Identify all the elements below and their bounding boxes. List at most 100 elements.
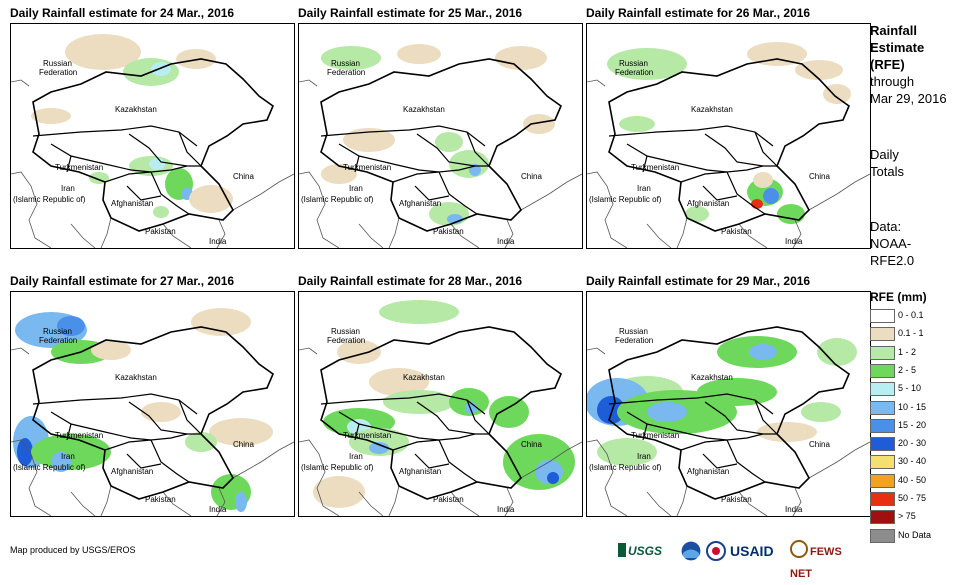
region-border: [320, 58, 562, 232]
country-label: Federation: [615, 68, 653, 77]
coastline: [587, 79, 606, 87]
rainfall-area: [379, 300, 459, 324]
legend-label: 20 - 30: [898, 438, 927, 449]
coastline: [11, 171, 52, 248]
rainfall-area: [176, 49, 216, 69]
rainfall-area: [313, 476, 365, 508]
rainfall-area: [321, 46, 381, 70]
rainfall-area: [343, 128, 395, 152]
country-label: Afghanistan: [687, 199, 729, 208]
coastline: [504, 487, 514, 516]
country-border: [338, 411, 440, 441]
rainfall-area: [141, 402, 181, 422]
fewsnet-logo: FEWS NET: [790, 540, 862, 580]
country-label: Russian: [331, 327, 360, 336]
country-border: [128, 401, 188, 435]
rainfall-area: [383, 390, 455, 414]
region-border: [32, 58, 274, 232]
country-border: [178, 131, 202, 167]
noaa-logo: [680, 540, 702, 562]
legend-item: 15 - 20: [870, 418, 965, 433]
coastline: [504, 219, 514, 248]
legend-title: RFE (mm): [870, 290, 927, 304]
coastline: [100, 485, 112, 516]
map: Russian Federation Kazakhstan Turkmenistan C…: [586, 23, 871, 249]
rainfall-area: [153, 206, 169, 218]
country-label: Kazakhstan: [115, 105, 157, 114]
legend-item: 1 - 2: [870, 345, 965, 360]
rainfall-area: [757, 422, 817, 442]
legend-label: 50 - 75: [898, 493, 927, 503]
rainfall-area: [189, 185, 233, 213]
legend-item: 20 - 30: [870, 437, 965, 452]
legend-label: 5 - 10: [898, 383, 922, 394]
country-border: [320, 393, 486, 415]
country-border: [608, 125, 774, 147]
coastline: [11, 439, 52, 516]
rainfall-area: [51, 452, 71, 472]
country-border: [608, 393, 774, 415]
country-label: Iran: [61, 184, 75, 193]
country-border: [626, 411, 728, 441]
country-label: (Islamic Republic of): [13, 463, 86, 472]
country-label: Russian: [43, 327, 72, 336]
usgs-logo: USGS: [618, 540, 676, 562]
country-border: [726, 171, 766, 215]
country-border: [680, 433, 777, 451]
legend-swatch: [870, 528, 895, 543]
sidebar-data-source: NOAA-: [870, 236, 912, 251]
country-border: [128, 133, 188, 167]
country-label: Iran: [61, 452, 75, 461]
rainfall-area: [449, 150, 489, 178]
sidebar-through: through: [870, 74, 915, 89]
rainfall-area: [795, 60, 843, 80]
rainfall-area: [685, 206, 709, 222]
rainfall-area: [57, 316, 85, 336]
country-label: India: [209, 505, 227, 514]
legend-label: 1 - 2: [898, 346, 917, 357]
country-border: [104, 433, 201, 451]
country-border: [392, 433, 489, 451]
coastline: [450, 491, 480, 516]
country-label: Pakistan: [721, 495, 752, 504]
country-border: [702, 453, 738, 469]
country-border: [50, 411, 152, 441]
country-label: Afghanistan: [111, 467, 153, 476]
rainfall-area: [489, 396, 529, 428]
country-border: [338, 143, 440, 173]
country-border: [626, 143, 728, 173]
country-label: China: [809, 440, 830, 449]
coastline: [808, 173, 870, 211]
country-label: Iran: [349, 452, 363, 461]
coastline: [676, 217, 688, 248]
country-label: Pakistan: [433, 495, 464, 504]
map: Russian Federation Kazakhstan Turkmenistan C…: [298, 23, 583, 249]
coastline: [232, 441, 294, 479]
country-label: India: [785, 237, 803, 246]
country-label: Kazakhstan: [403, 373, 445, 382]
rainfall-area: [751, 199, 763, 209]
country-label: Iran: [637, 452, 651, 461]
rainfall-area: [31, 108, 71, 124]
sidebar-totals: Totals: [870, 164, 904, 179]
country-border: [754, 131, 778, 167]
country-label: Turkmenistan: [631, 431, 679, 440]
map: Russian Federation Kazakhstan Turkmenistan C…: [10, 23, 295, 249]
rainfall-area: [753, 172, 773, 188]
region-border: [608, 58, 850, 232]
rainfall-area: [17, 438, 33, 466]
legend-label: 2 - 5: [898, 364, 917, 375]
country-label: Turkmenistan: [631, 163, 679, 172]
coastline: [676, 485, 688, 516]
coastline: [792, 219, 802, 248]
legend-swatch: [870, 492, 895, 506]
country-label: Kazakhstan: [115, 373, 157, 382]
legend-label: 30 - 40: [898, 456, 927, 467]
usaid-seal-logo: [706, 540, 726, 562]
country-label: Iran: [349, 184, 363, 193]
sidebar-source: Data: NOAA- RFE2.0: [870, 218, 914, 269]
legend-item: 30 - 40: [870, 455, 965, 470]
coastline: [299, 439, 340, 516]
country-label: India: [209, 237, 227, 246]
coastline: [520, 441, 582, 479]
